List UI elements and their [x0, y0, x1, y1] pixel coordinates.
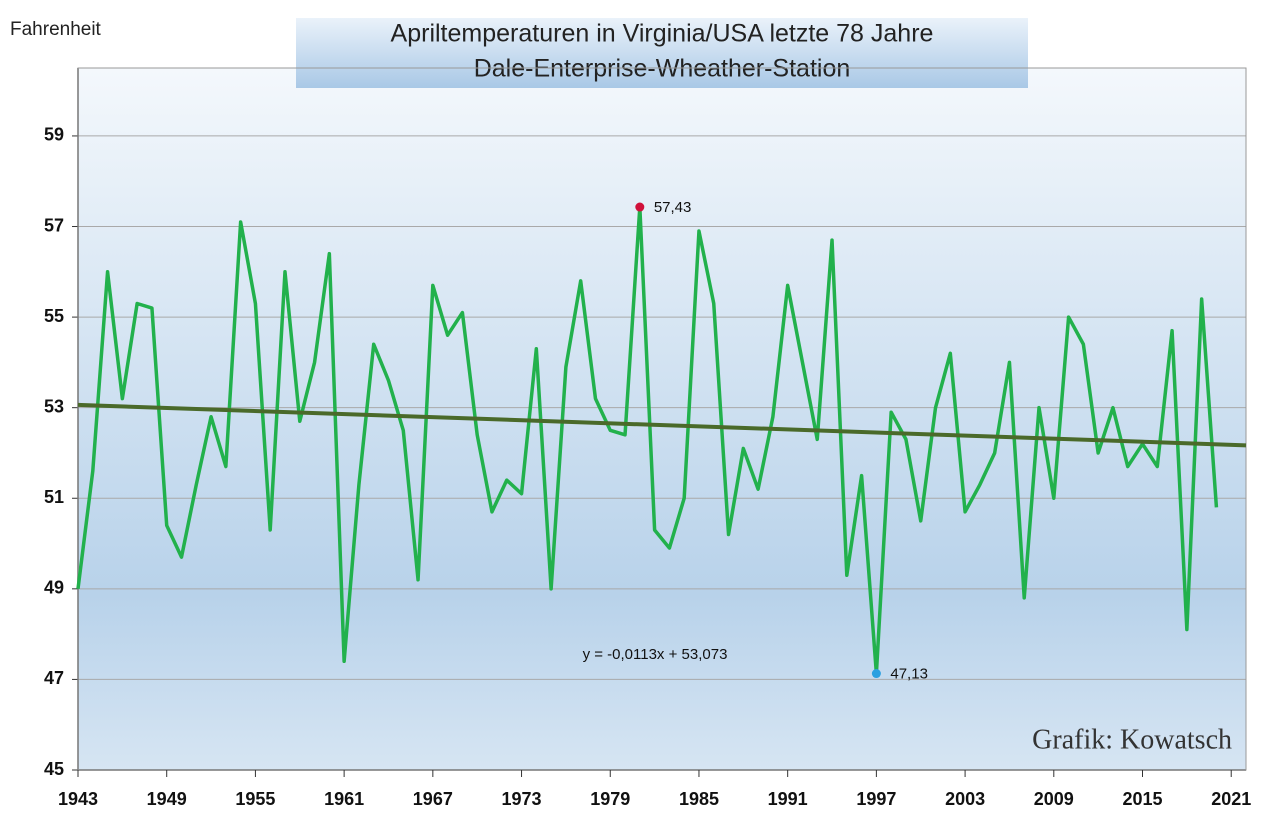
title-box	[296, 18, 1028, 88]
x-tick-label: 2015	[1122, 789, 1162, 809]
y-tick-label: 49	[44, 578, 64, 598]
plot-border	[77, 67, 1247, 771]
y-tick-label: 57	[44, 215, 64, 235]
x-tick-label: 1985	[679, 789, 719, 809]
data-point	[871, 669, 881, 679]
x-tick-label: 1943	[58, 789, 98, 809]
y-tick-label: 55	[44, 306, 64, 326]
x-tick-label: 2009	[1034, 789, 1074, 809]
chart-title: Apriltemperaturen in Virginia/USA letzte…	[391, 20, 934, 48]
data-point	[635, 202, 645, 212]
y-axis-label: Fahrenheit	[10, 19, 102, 40]
chart-subtitle: Dale-Enterprise-Wheather-Station	[474, 55, 851, 83]
y-tick-label: 59	[44, 125, 64, 145]
x-tick-label: 1955	[235, 789, 275, 809]
y-tick-label: 51	[44, 487, 64, 507]
y-tick-label: 45	[44, 759, 64, 779]
y-tick-label: 53	[44, 396, 64, 416]
y-tick-label: 47	[44, 668, 64, 688]
x-tick-label: 1949	[147, 789, 187, 809]
x-tick-label: 1961	[324, 789, 364, 809]
credit: Grafik: Kowatsch	[1032, 724, 1232, 755]
x-tick-label: 1979	[590, 789, 630, 809]
x-tick-label: 2003	[945, 789, 985, 809]
x-tick-label: 2021	[1211, 789, 1251, 809]
x-tick-label: 1967	[413, 789, 453, 809]
trend-equation: y = -0,0113x + 53,073	[583, 646, 728, 663]
x-tick-label: 1973	[502, 789, 542, 809]
x-tick-label: 1991	[768, 789, 808, 809]
trend-line	[77, 402, 1247, 448]
plot-area	[78, 68, 1246, 770]
x-tick-label: 1997	[856, 789, 896, 809]
data-line	[76, 205, 1219, 676]
value-label: 47,13	[890, 666, 928, 683]
value-label: 57,43	[654, 199, 692, 216]
